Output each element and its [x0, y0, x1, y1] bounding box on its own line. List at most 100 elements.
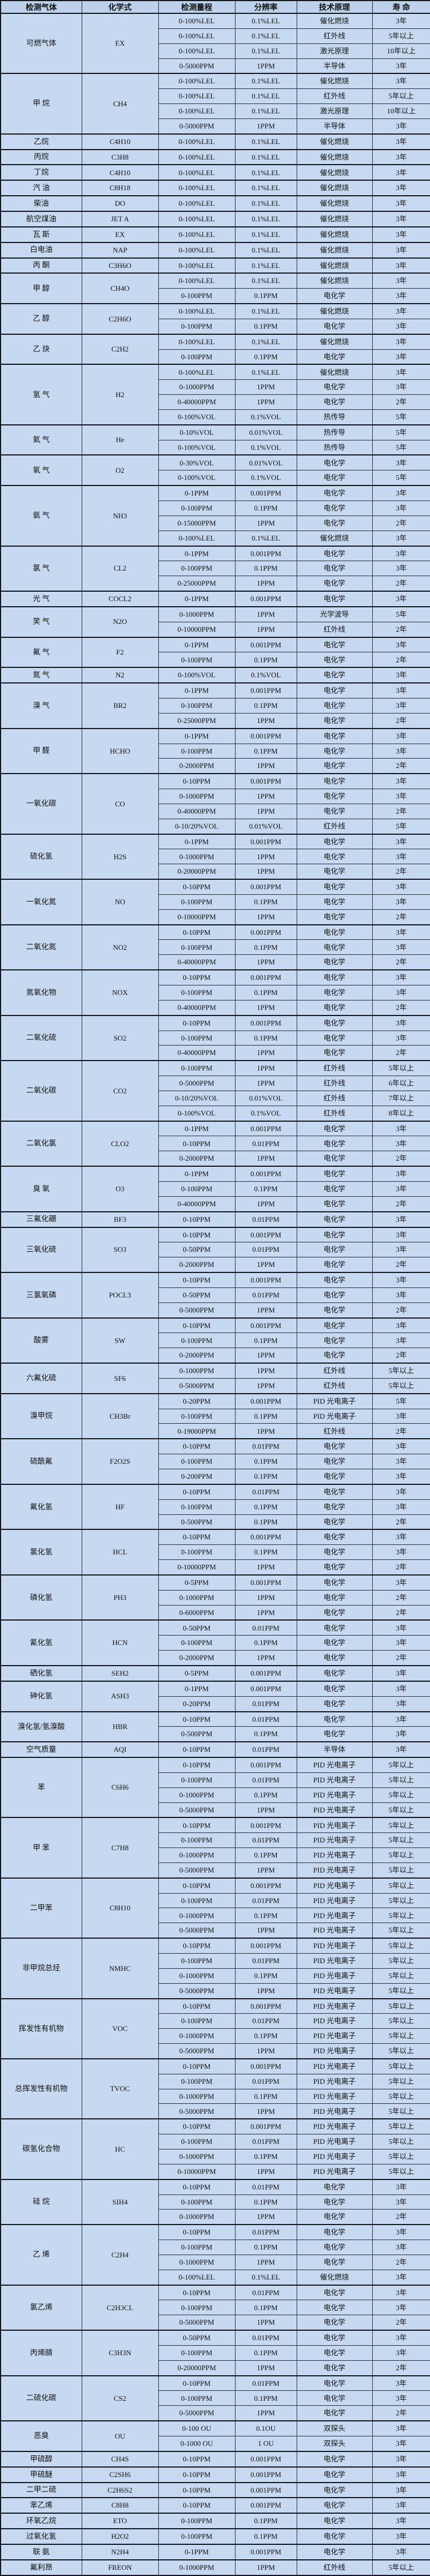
resolution-cell: 0.1%LEL — [234, 257, 297, 274]
range-cell: 0-100%VOL — [158, 470, 236, 486]
principle-cell: 电化学 — [296, 394, 373, 410]
resolution-cell: 1PPM — [234, 58, 297, 74]
lifespan-cell: 5年以上 — [372, 1378, 430, 1394]
principle-cell: 电化学 — [296, 1030, 373, 1046]
gas-name-cell: 氟利昂 — [0, 2559, 82, 2576]
gas-name-cell: 氦 气 — [0, 424, 82, 455]
range-cell: 0-100PPM — [158, 985, 236, 1000]
gas-name-cell: 丙烷 — [0, 148, 82, 165]
principle-cell: 电化学 — [296, 636, 373, 653]
lifespan-cell: 2年 — [372, 803, 430, 819]
resolution-cell: 0.001PPM — [234, 1938, 297, 1954]
range-cell: 0-1000PPM — [158, 789, 236, 804]
resolution-cell: 0.1PPM — [234, 2240, 297, 2255]
lifespan-cell: 5年以上 — [372, 1938, 430, 1954]
resolution-cell: 0.001PPM — [234, 591, 297, 607]
lifespan-cell: 5年 — [372, 439, 430, 455]
table-row: 0-10000PPM 1PPM PID 光电离子 5年以上 — [1, 2163, 430, 2180]
range-cell: 0-50PPM — [158, 1242, 236, 1258]
gas-name-cell: 氯乙烯 — [0, 2284, 82, 2331]
range-cell: 0-10PPM — [158, 1211, 236, 1227]
principle-cell: PID 光电离子 — [296, 1983, 373, 1999]
range-cell: 0-2000PPM — [158, 1151, 236, 1167]
column-header: 化学式 — [81, 0, 159, 14]
lifespan-cell: 2年 — [372, 1423, 430, 1439]
range-cell: 0-1PPM — [158, 545, 236, 562]
range-cell: 0-100PPM — [158, 743, 236, 759]
formula-cell: C4H10 — [81, 133, 159, 150]
resolution-cell: 1PPM — [234, 1983, 297, 1999]
table-row: 0-100PPM 0.1PPM 电化学 3年 — [1, 288, 430, 304]
principle-cell: 催化燃烧 — [296, 148, 373, 165]
table-row: 0-100PPM 0.1PPM PID 光电离子 3年 — [1, 1408, 430, 1424]
resolution-cell: 0.1PPM — [234, 1726, 297, 1742]
principle-cell: 电化学 — [296, 1468, 373, 1485]
lifespan-cell: 2年 — [372, 712, 430, 729]
principle-cell: 电化学 — [296, 2209, 373, 2225]
gas-name-cell: 臭 氧 — [0, 1166, 82, 1212]
principle-cell: 电化学 — [296, 318, 373, 335]
resolution-cell: 0.01%VOL — [234, 1090, 297, 1106]
table-row: 0-100%LEL 0.1%LEL 催化燃烧 3年 — [1, 2269, 430, 2286]
principle-cell: 红外线 — [296, 621, 373, 638]
resolution-cell: 0.1%LEL — [234, 164, 297, 181]
lifespan-cell: 3年 — [372, 1211, 430, 1227]
lifespan-cell: 3年 — [372, 133, 430, 150]
table-row: 0-40000PPM 1PPM 电化学 2年 — [1, 394, 430, 410]
resolution-cell: 0.01PPM — [234, 2134, 297, 2149]
resolution-cell: 0.1%LEL — [234, 180, 297, 196]
resolution-cell: 0.1%LEL — [234, 210, 297, 227]
range-cell: 0-100%LEL — [158, 148, 236, 165]
range-cell: 0-10PPM — [158, 1272, 236, 1288]
table-row: 二硫化碳 CS2 0-10PPM 0.01PPM 电化学 3年 — [0, 2375, 430, 2421]
lifespan-cell: 5年以上 — [372, 1832, 430, 1849]
principle-cell: 催化燃烧 — [296, 12, 373, 29]
lifespan-cell: 5年以上 — [372, 2118, 430, 2135]
lifespan-cell: 3年 — [372, 743, 430, 759]
principle-cell: 电化学 — [296, 1635, 373, 1651]
resolution-cell: 0.1PPM — [234, 894, 297, 910]
lifespan-cell: 5年以上 — [372, 2043, 430, 2059]
formula-cell: BR2 — [81, 682, 159, 729]
range-cell: 0-1PPM — [158, 1120, 236, 1137]
lifespan-cell: 3年 — [372, 303, 430, 319]
formula-cell: NOX — [81, 969, 159, 1016]
principle-cell: PID 光电离子 — [296, 1953, 373, 1969]
lifespan-cell: 2年 — [372, 515, 430, 531]
resolution-cell: 0.1%VOL — [234, 409, 297, 425]
principle-cell: 电化学 — [296, 1619, 373, 1636]
lifespan-cell: 3年 — [372, 1635, 430, 1651]
principle-cell: 电化学 — [296, 1287, 373, 1303]
table-row: 硒化氢 SEH2 0-5PPM 0.001PPM 电化学 3年 — [0, 1665, 430, 1682]
range-cell: 0-6000PPM — [158, 1604, 236, 1621]
lifespan-cell: 5年以上 — [372, 2013, 430, 2029]
resolution-cell: 0.01PPM — [234, 1696, 297, 1712]
resolution-cell: 0.001PPM — [234, 1665, 297, 1682]
lifespan-cell: 3年 — [372, 273, 430, 289]
lifespan-cell: 3年 — [372, 773, 430, 790]
table-row: 0-15000PPM 1PPM 电化学 2年 — [1, 515, 430, 531]
lifespan-cell: 3年 — [372, 2481, 430, 2498]
principle-cell: PID 光电离子 — [296, 1998, 373, 2014]
principle-cell: PID 光电离子 — [296, 2073, 373, 2089]
principle-cell: 催化燃烧 — [296, 530, 373, 547]
table-row: 0-100PPM 0.1PPM 电化学 3年 — [1, 1544, 430, 1561]
lifespan-cell: 3年 — [372, 2375, 430, 2391]
lifespan-cell: 2年 — [372, 1348, 430, 1364]
range-cell: 0-5000PPM — [158, 1923, 236, 1939]
range-cell: 0-40000PPM — [158, 954, 236, 970]
table-row: 乙 醇 C2H6O 0-100%LEL 0.1%LEL 催化燃烧 3年 — [0, 303, 430, 335]
principle-cell: PID 光电离子 — [296, 2088, 373, 2104]
principle-cell: 电化学 — [296, 1454, 373, 1469]
table-row: 碳氢化合物 HC 0-10PPM 0.001PPM PID 光电离子 5年以上 — [0, 2118, 430, 2180]
lifespan-cell: 2年 — [372, 1514, 430, 1530]
range-cell: 0-100%VOL — [158, 1105, 236, 1122]
range-cell: 0-5000PPM — [158, 118, 236, 135]
range-cell: 0-20000PPM — [158, 2360, 236, 2376]
resolution-cell: 0.1PPM — [234, 1408, 297, 1424]
principle-cell: 电化学 — [296, 1680, 373, 1697]
range-cell: 0-20PPM — [158, 1696, 236, 1712]
principle-cell: 电化学 — [296, 2450, 373, 2468]
principle-cell: 电化学 — [296, 2375, 373, 2391]
resolution-cell: 1PPM — [234, 1257, 297, 1273]
